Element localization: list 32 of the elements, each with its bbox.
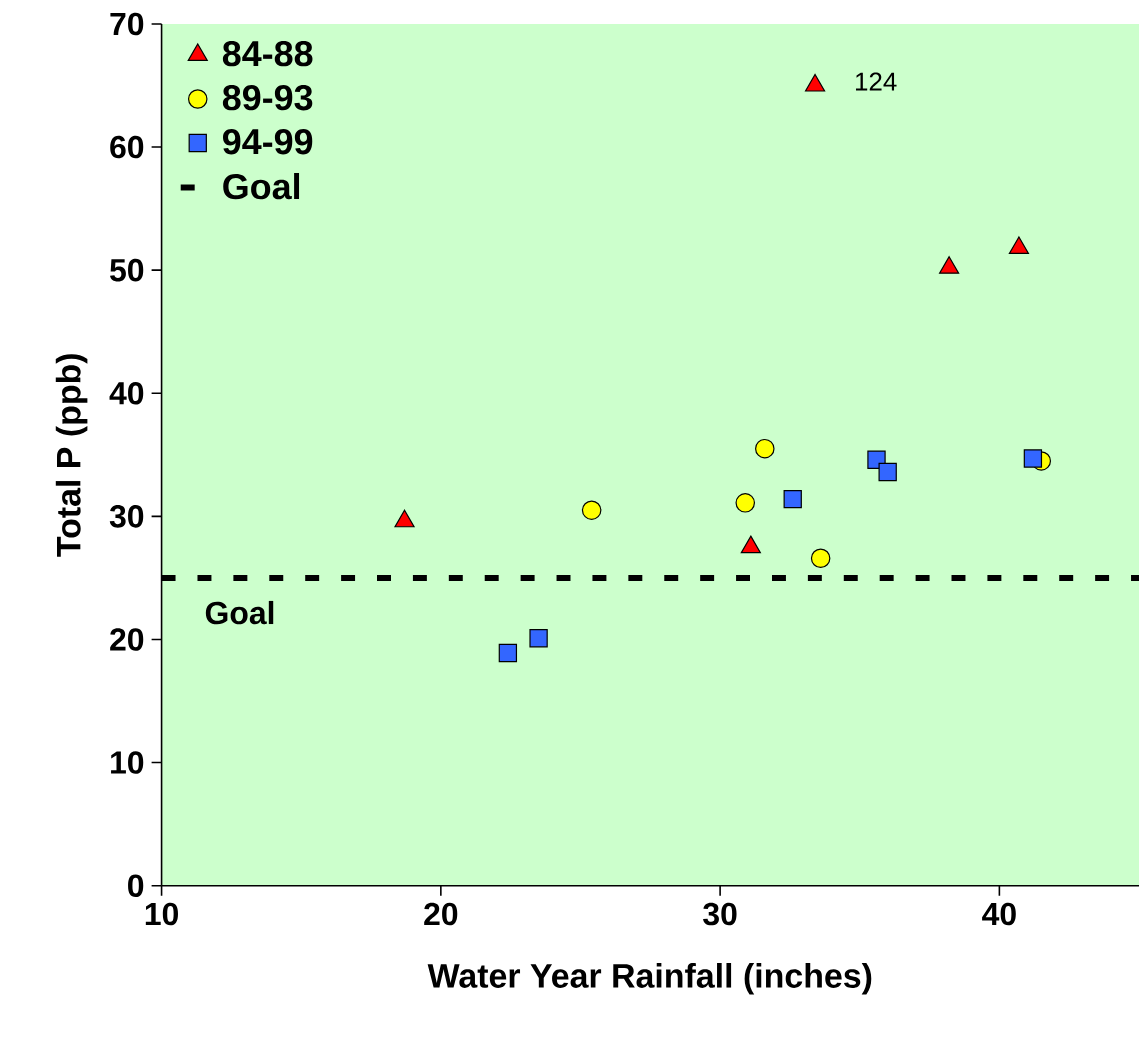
point — [1023, 449, 1043, 468]
point — [804, 73, 826, 92]
point — [1008, 236, 1030, 254]
x-tick-label: 40 — [982, 902, 1016, 926]
x-tick-label: 30 — [703, 902, 737, 926]
y-tick-label: 50 — [110, 258, 144, 282]
annotation: 124 — [856, 72, 897, 91]
y-tick-label: 0 — [128, 874, 144, 897]
x-axis-title: Water Year Rainfall (inches) — [427, 962, 872, 995]
legend-label: 94-99 — [223, 128, 313, 155]
text: Goal — [205, 600, 274, 625]
y-tick-label: 20 — [110, 628, 144, 651]
point — [810, 548, 831, 568]
point — [735, 492, 756, 513]
legend-label: 84-88 — [222, 40, 313, 67]
point — [783, 489, 802, 509]
x-tick-label: 20 — [424, 902, 458, 926]
point — [529, 628, 548, 648]
y-axis-title: Total P (ppb) — [55, 354, 88, 557]
y-tick-label: 70 — [110, 12, 144, 36]
legend-label: Goal — [223, 172, 300, 200]
point — [498, 643, 518, 663]
y-tick-label: 40 — [109, 381, 144, 405]
y-tick-label: 60 — [110, 135, 144, 159]
point — [755, 438, 775, 459]
point — [939, 256, 960, 274]
y-tick-label: 10 — [111, 751, 144, 774]
x-tick-label: 10 — [145, 902, 178, 926]
point — [581, 500, 602, 520]
y-tick-label: 30 — [109, 504, 144, 528]
point — [878, 462, 897, 482]
legend-label: 89-93 — [222, 84, 313, 111]
